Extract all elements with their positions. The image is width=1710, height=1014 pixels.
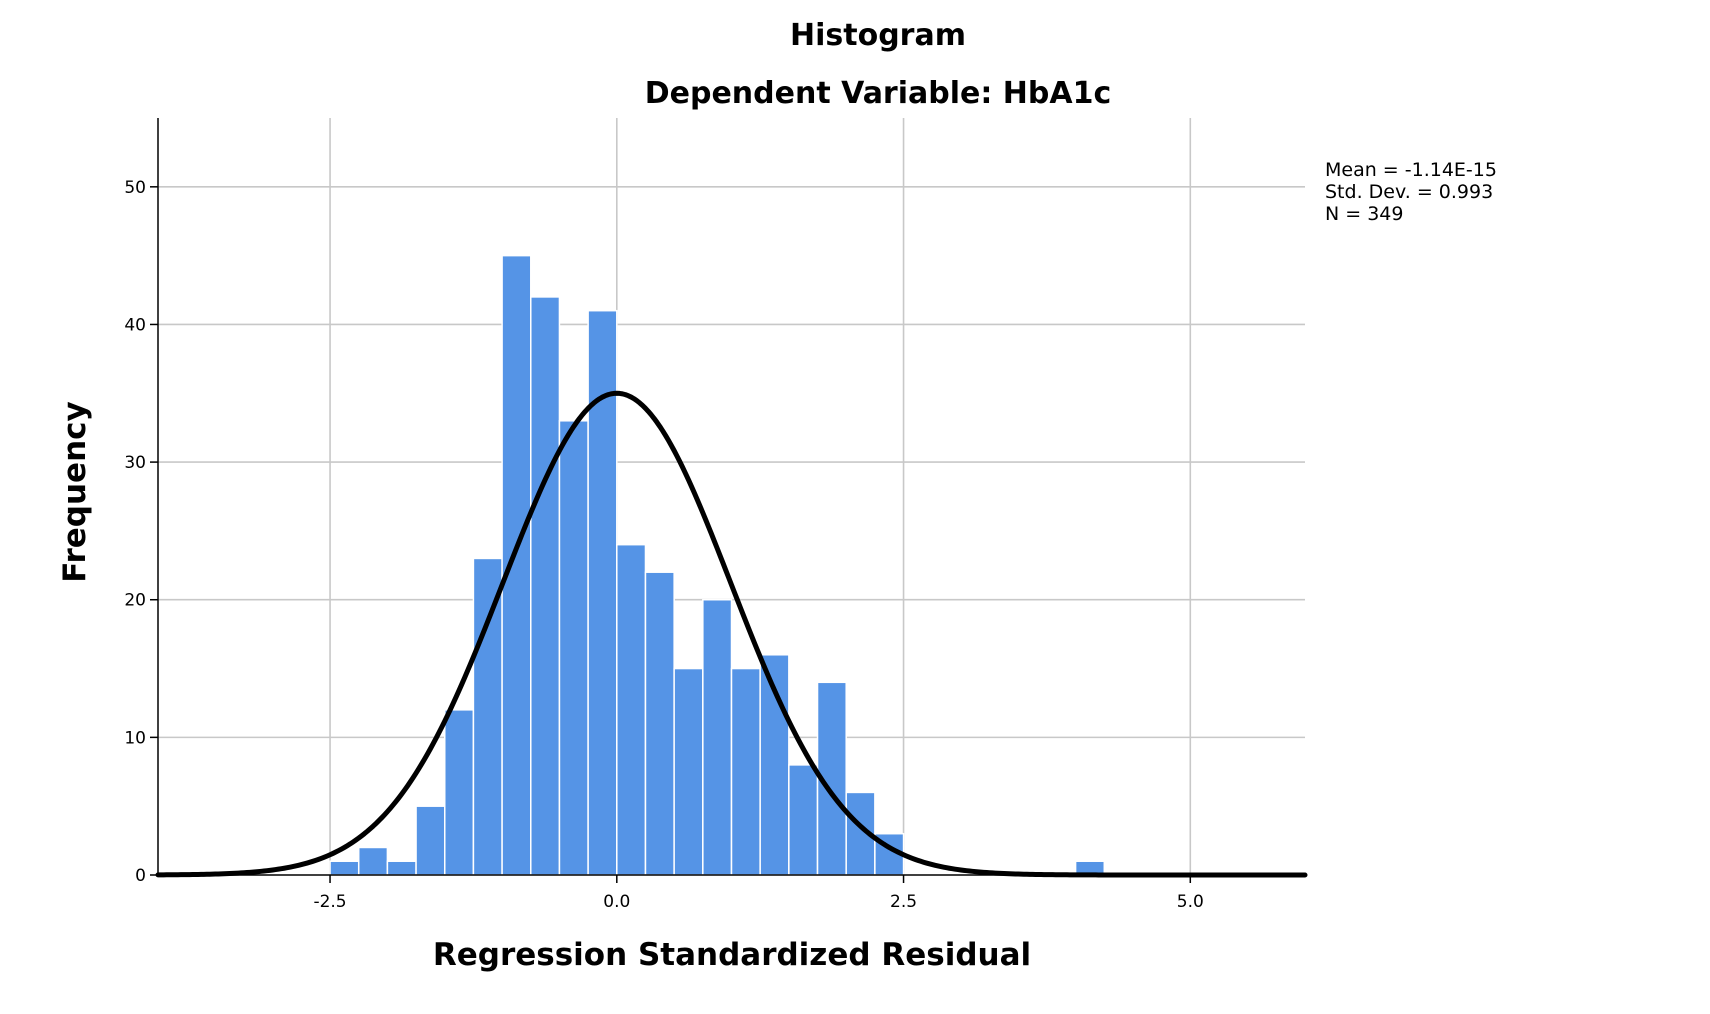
histogram-bar-16 (788, 764, 819, 876)
x-tick-label-2: 2.5 (890, 892, 917, 912)
histogram-bar-8 (558, 420, 589, 876)
stats-box: Mean = -1.14E-15 Std. Dev. = 0.993 N = 3… (1325, 159, 1497, 225)
histogram-bar-1 (357, 846, 389, 876)
histogram-bar-6 (501, 254, 532, 876)
y-tick-label-4: 40 (124, 315, 146, 335)
chart-subtitle: Dependent Variable: HbA1c (645, 76, 1112, 111)
y-tick-label-0: 0 (135, 866, 146, 886)
histogram-bar-4 (444, 709, 475, 876)
y-tick-label-2: 20 (124, 591, 146, 611)
x-axis-title: Regression Standardized Residual (433, 937, 1031, 973)
axes (157, 118, 1305, 876)
tick-labels: 0 10 20 30 40 50 -2.5 0.0 2.5 5.0 (124, 178, 1203, 912)
histogram-bar-3 (415, 805, 446, 876)
x-tick-label-0: -2.5 (313, 892, 346, 912)
x-tick-label-3: 5.0 (1177, 892, 1204, 912)
y-axis-title: Frequency (57, 401, 93, 582)
chart-title: Histogram (790, 18, 966, 53)
histogram-bar-5 (472, 557, 503, 876)
x-tick-label-1: 0.0 (603, 892, 630, 912)
histogram-bar-14 (730, 667, 761, 876)
y-tick-label-5: 50 (124, 178, 146, 198)
stats-mean: Mean = -1.14E-15 (1325, 159, 1497, 181)
histogram-bar-2 (386, 860, 417, 876)
y-tick-label-3: 30 (124, 453, 146, 473)
y-tick-label-1: 10 (124, 728, 146, 748)
histogram-bar-11 (644, 571, 675, 876)
histogram-bar-0 (329, 860, 360, 876)
histogram-bar-7 (530, 296, 561, 876)
grid-lines (158, 118, 1305, 875)
stats-std-dev: Std. Dev. = 0.993 (1325, 181, 1493, 203)
stats-n: N = 349 (1325, 203, 1403, 225)
histogram-bar-10 (616, 543, 647, 876)
histogram-bar-12 (673, 667, 704, 876)
histogram-bar-13 (702, 598, 733, 876)
histogram-bars (329, 254, 1106, 876)
